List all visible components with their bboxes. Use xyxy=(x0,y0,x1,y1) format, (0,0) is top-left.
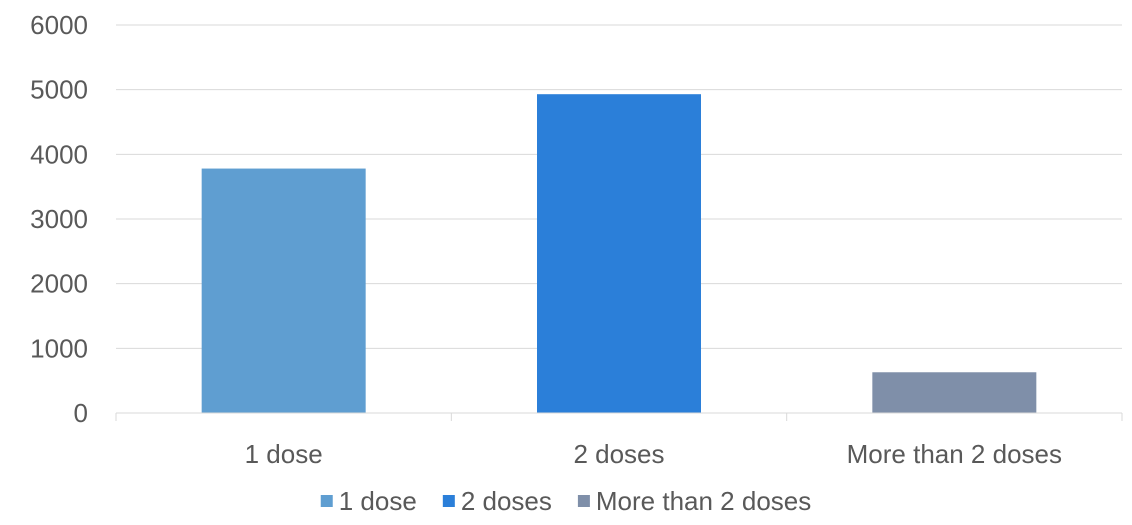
bar-3 xyxy=(872,372,1037,413)
bar-1 xyxy=(201,168,366,413)
legend-label: 1 dose xyxy=(339,486,417,516)
legend-label: 2 doses xyxy=(461,486,552,516)
category-labels: 1 dose 2 doses More than 2 doses xyxy=(245,439,1062,469)
y-axis-tick-labels: 0 1000 2000 3000 4000 5000 6000 xyxy=(30,10,88,428)
bar-2 xyxy=(537,94,701,414)
legend-swatch xyxy=(320,495,333,507)
legend-swatch xyxy=(442,495,455,507)
y-tick-label: 6000 xyxy=(30,10,88,40)
y-tick-label: 2000 xyxy=(30,269,88,299)
bars xyxy=(201,94,1037,414)
legend-item: 1 dose xyxy=(320,486,417,516)
y-tick-label: 0 xyxy=(74,398,88,428)
category-label: 2 doses xyxy=(573,439,664,469)
category-label: More than 2 doses xyxy=(847,439,1062,469)
legend-swatch xyxy=(577,495,590,507)
legend: 1 dose 2 doses More than 2 doses xyxy=(320,486,811,516)
y-tick-label: 4000 xyxy=(30,139,88,169)
y-tick-label: 1000 xyxy=(30,333,88,363)
category-label: 1 dose xyxy=(245,439,323,469)
y-tick-label: 5000 xyxy=(30,75,88,105)
legend-item: More than 2 doses xyxy=(577,486,811,516)
legend-label: More than 2 doses xyxy=(596,486,811,516)
legend-item: 2 doses xyxy=(442,486,552,516)
x-axis xyxy=(115,412,1123,421)
y-tick-label: 3000 xyxy=(30,204,88,234)
